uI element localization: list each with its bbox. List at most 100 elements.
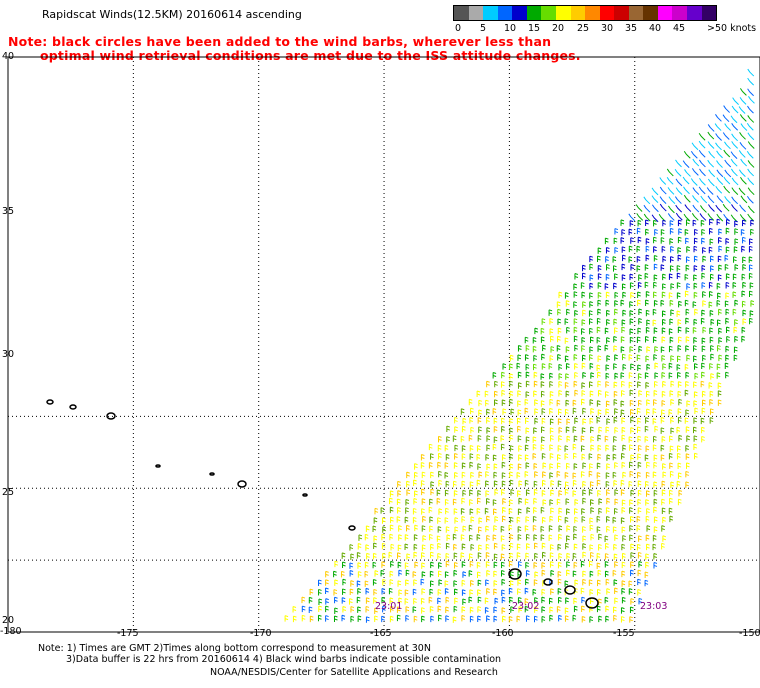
wind-barb — [557, 308, 561, 316]
wind-barb — [421, 615, 425, 623]
wind-barb — [438, 570, 442, 577]
wind-barb — [621, 543, 626, 551]
wind-barb — [430, 453, 434, 460]
wind-barb — [485, 490, 490, 497]
wind-barb — [685, 453, 690, 460]
wind-barb — [749, 238, 753, 245]
wind-barb — [501, 589, 505, 596]
wind-barb — [677, 219, 682, 227]
wind-barb — [605, 408, 610, 415]
wind-barb — [556, 345, 561, 352]
wind-barb — [540, 400, 545, 407]
wind-barb — [740, 195, 748, 204]
wind-barb — [564, 488, 569, 496]
wind-barb — [510, 489, 515, 496]
wind-barb — [581, 453, 586, 461]
wind-barb — [677, 345, 682, 352]
wind-barb — [492, 454, 497, 461]
wind-barb — [605, 605, 609, 613]
wind-barb — [661, 498, 665, 506]
wind-barb — [318, 605, 322, 613]
wind-barb — [685, 445, 689, 452]
wind-barb — [572, 552, 577, 560]
wind-barb — [710, 265, 714, 272]
wind-barb — [668, 409, 673, 416]
wind-barb — [573, 291, 578, 298]
wind-barb — [693, 291, 698, 299]
wind-barb — [630, 409, 634, 416]
wind-barb — [541, 615, 546, 623]
wind-barb — [622, 254, 626, 262]
wind-barb — [557, 354, 561, 361]
wind-barb — [501, 596, 506, 604]
wind-barb — [733, 246, 738, 253]
wind-barb — [390, 605, 394, 613]
wind-barb — [444, 444, 449, 452]
wind-barb — [397, 552, 401, 559]
wind-barb — [621, 596, 626, 604]
wind-barb — [629, 616, 633, 623]
wind-barb — [533, 380, 538, 388]
legend-label: 10 — [504, 23, 517, 34]
wind-barb — [532, 345, 537, 353]
wind-barb — [469, 445, 474, 452]
lon-label-155: -155 — [613, 628, 635, 639]
wind-barb — [653, 454, 658, 461]
wind-barb — [662, 363, 666, 370]
wind-barb — [428, 462, 433, 469]
wind-barb — [676, 480, 681, 488]
wind-barb — [717, 274, 722, 281]
wind-barb — [564, 292, 569, 299]
wind-barb — [420, 462, 425, 469]
wind-barb — [564, 615, 569, 622]
wind-barb — [525, 417, 529, 424]
wind-barb — [573, 533, 577, 541]
wind-barb — [389, 506, 394, 514]
wind-barb — [636, 336, 641, 343]
wind-barb — [517, 344, 522, 352]
wind-barb — [573, 463, 578, 470]
wind-barb — [517, 435, 522, 442]
wind-barb — [678, 228, 682, 235]
wind-barb — [462, 489, 466, 497]
wind-barb — [707, 141, 715, 149]
wind-barb — [566, 418, 571, 425]
wind-barb — [398, 534, 402, 541]
wind-barb — [462, 525, 467, 533]
legend-label: 25 — [577, 23, 590, 34]
wind-barb — [605, 472, 610, 479]
wind-barb — [646, 346, 651, 353]
wind-barb — [597, 389, 602, 397]
wind-barb — [478, 526, 482, 533]
wind-barb — [413, 534, 418, 541]
wind-barb — [389, 533, 393, 541]
legend-swatch — [701, 6, 717, 20]
wind-barb — [493, 615, 498, 623]
wind-barb — [589, 354, 593, 361]
wind-barb — [685, 371, 690, 379]
wind-barb — [597, 247, 602, 254]
wind-barb — [588, 453, 593, 460]
wind-barb — [429, 606, 434, 613]
wind-barb — [707, 178, 715, 187]
wind-barb — [676, 452, 681, 460]
wind-barb — [677, 381, 682, 388]
wind-barb — [629, 534, 633, 541]
wind-barb — [582, 489, 586, 496]
wind-barb — [628, 436, 633, 443]
wind-barb — [453, 605, 458, 613]
wind-barb — [750, 228, 754, 236]
wind-barb — [509, 398, 513, 406]
wind-barb — [741, 300, 746, 308]
wind-barb — [613, 399, 618, 406]
wind-barb — [662, 283, 666, 290]
wind-barb — [748, 96, 755, 104]
wind-barb — [525, 436, 530, 443]
wind-barb — [748, 256, 753, 263]
wind-barb — [325, 615, 329, 622]
wind-barb — [517, 579, 522, 586]
wind-barb — [644, 579, 649, 587]
wind-barb — [509, 463, 514, 470]
wind-barb — [596, 317, 601, 325]
wind-barb — [707, 213, 715, 221]
